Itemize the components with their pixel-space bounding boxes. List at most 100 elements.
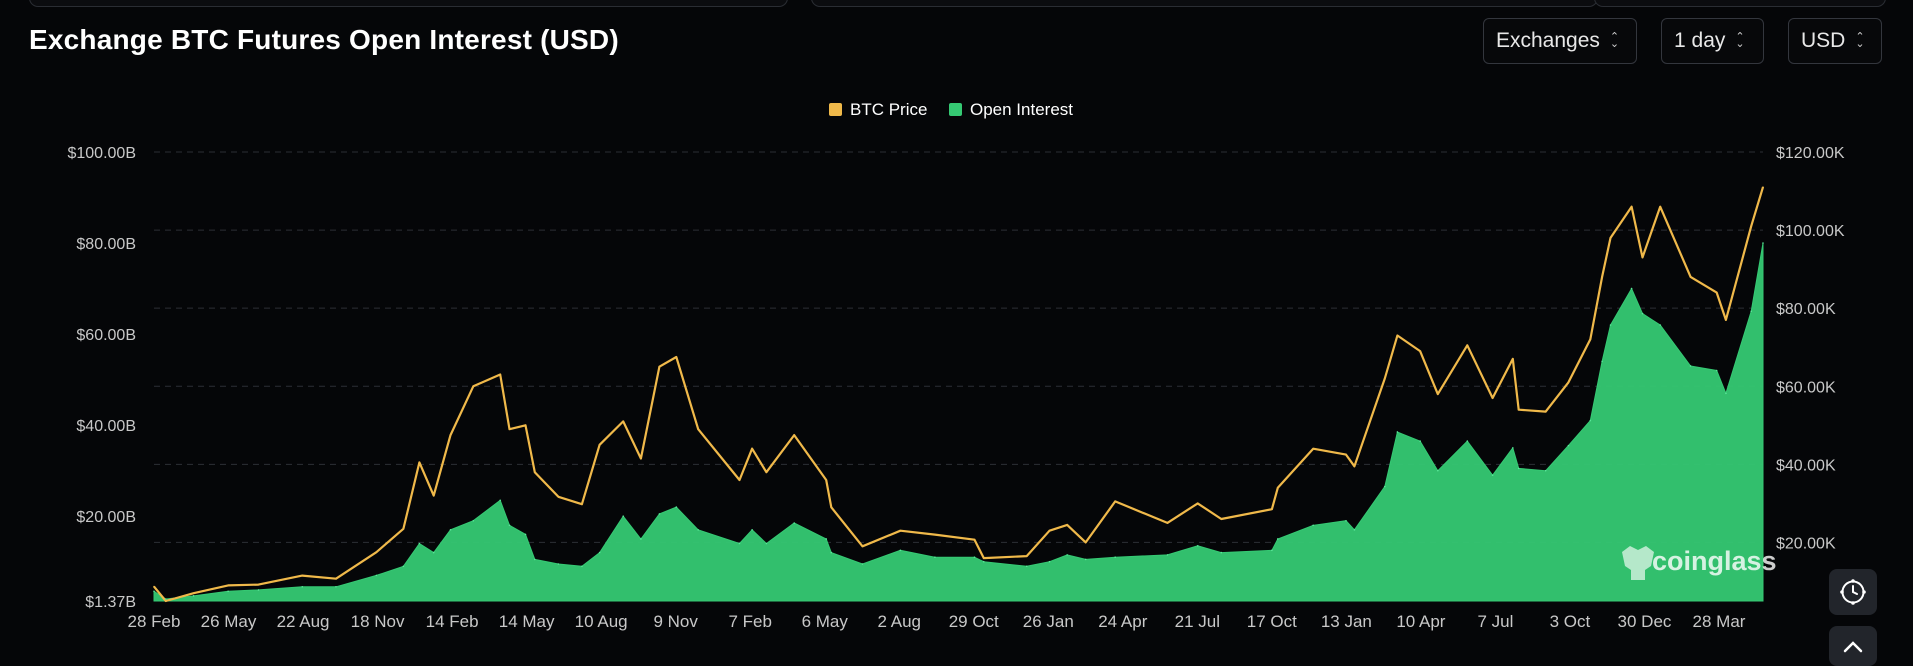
open-interest-point [830, 551, 833, 554]
x-tick-label: 6 May [802, 612, 849, 631]
open-interest-point [1312, 524, 1314, 527]
open-interest-point [153, 590, 155, 593]
legend-label: BTC Price [850, 100, 927, 119]
btc-price-point [153, 585, 155, 588]
btc-price-point [640, 457, 642, 460]
open-interest-point [1762, 242, 1764, 244]
btc-price-point [1609, 237, 1612, 239]
btc-price-point [1641, 256, 1644, 259]
y-right-tick-label: $80.00K [1776, 301, 1836, 318]
open-interest-point [934, 556, 936, 558]
open-interest-chart[interactable]: $1.37B $20.00B $40.00B $60.00B $80.00B $100.0… [0, 80, 1913, 653]
btc-price-point [1689, 276, 1692, 278]
scroll-up-button[interactable] [1829, 626, 1877, 666]
btc-price-point [557, 495, 560, 498]
open-interest-point [982, 560, 985, 563]
page-title: Exchange BTC Futures Open Interest (USD) [29, 24, 619, 55]
open-interest-point [508, 524, 511, 527]
btc-price-point [1114, 500, 1116, 503]
btc-price-point [1345, 453, 1347, 456]
chart-settings-button[interactable] [1829, 569, 1877, 615]
x-tick-label: 7 Feb [728, 612, 771, 631]
currency-select[interactable]: USD ⌃ ⌄ [1788, 18, 1882, 64]
btc-price-point [1396, 334, 1399, 337]
btc-price-point [1491, 397, 1494, 399]
watermark-text: coinglass [1652, 546, 1777, 576]
open-interest-point [192, 595, 195, 597]
open-interest-point [1220, 551, 1223, 554]
y-right-tick-label: $60.00K [1776, 379, 1836, 396]
btc-price-point [1466, 344, 1469, 347]
x-tick-label: 26 May [201, 612, 257, 631]
exchanges-select[interactable]: Exchanges ⌃ ⌄ [1483, 18, 1637, 64]
btc-price-point [1750, 225, 1753, 227]
open-interest-point [1544, 469, 1547, 472]
y-left-tick-label: $40.00B [76, 418, 136, 435]
btc-price-point [1567, 381, 1570, 384]
exchanges-select-label: Exchanges [1496, 29, 1600, 52]
btc-price-point [1512, 358, 1514, 360]
open-interest-point [1419, 440, 1421, 442]
top-card-right-edge [1594, 0, 1886, 7]
x-tick-label: 13 Jan [1321, 612, 1372, 631]
open-interest-point [1517, 467, 1520, 470]
btc-price-point [432, 494, 435, 497]
x-tick-label: 28 Feb [128, 612, 181, 631]
open-interest-point [1725, 392, 1727, 395]
open-interest-point [658, 513, 661, 515]
btc-price-point [861, 545, 864, 548]
open-interest-point [164, 598, 167, 600]
y-right-tick-label: $120.00K [1776, 145, 1845, 162]
btc-price-point [1025, 555, 1028, 557]
legend-swatch [829, 103, 842, 116]
x-tick-label: 18 Nov [351, 612, 405, 631]
top-card-left-edge [29, 0, 788, 7]
btc-price-point [1271, 508, 1273, 511]
open-interest-point [1601, 360, 1603, 363]
btc-price-point [934, 533, 936, 536]
open-interest-point [1491, 474, 1494, 477]
btc-price-point [830, 506, 833, 509]
x-tick-label: 9 Nov [653, 612, 698, 631]
btc-price-point [751, 447, 753, 450]
open-interest-point [1750, 310, 1753, 313]
open-interest-point [1271, 549, 1273, 552]
open-interest-point [697, 529, 699, 531]
chevron-updown-icon: ⌃ ⌄ [1855, 31, 1865, 50]
open-interest-point [1466, 440, 1469, 442]
btc-price-point [1437, 393, 1439, 395]
open-interest-point [622, 515, 625, 517]
btc-price-point [1659, 205, 1662, 208]
x-tick-label: 10 Aug [575, 612, 628, 631]
y-right-tick-label: $100.00K [1776, 223, 1845, 240]
btc-price-point [973, 538, 976, 541]
btc-price-point [499, 373, 502, 376]
x-tick-label: 21 Jul [1175, 612, 1220, 631]
btc-price-point [1166, 522, 1169, 524]
btc-price-point [524, 424, 527, 427]
open-interest-point [793, 522, 796, 524]
interval-select[interactable]: 1 day ⌃ ⌄ [1661, 18, 1764, 64]
open-interest-point [533, 558, 536, 561]
open-interest-point [1276, 538, 1279, 540]
open-interest-point [418, 542, 421, 545]
btc-price-point [1630, 205, 1633, 208]
btc-price-point [472, 385, 475, 388]
open-interest-point [1114, 556, 1116, 558]
open-interest-point [1383, 485, 1386, 488]
open-interest-point [227, 590, 229, 593]
x-tick-label: 14 May [499, 612, 555, 631]
chart-area[interactable]: $1.37B $20.00B $40.00B $60.00B $80.00B $100.0… [0, 80, 1913, 653]
btc-price-point [1715, 291, 1718, 294]
btc-price-point [793, 434, 796, 436]
y-right-tick-label: $40.00K [1776, 457, 1836, 474]
x-tick-label: 29 Oct [949, 612, 999, 631]
x-tick-label: 7 Jul [1477, 612, 1513, 631]
open-interest-point [301, 585, 304, 588]
open-interest-point [524, 533, 527, 536]
btc-price-point [402, 527, 405, 530]
legend-swatch [949, 103, 962, 116]
btc-price-point [738, 479, 741, 481]
btc-price-point [1544, 410, 1547, 413]
x-tick-label: 3 Oct [1550, 612, 1591, 631]
